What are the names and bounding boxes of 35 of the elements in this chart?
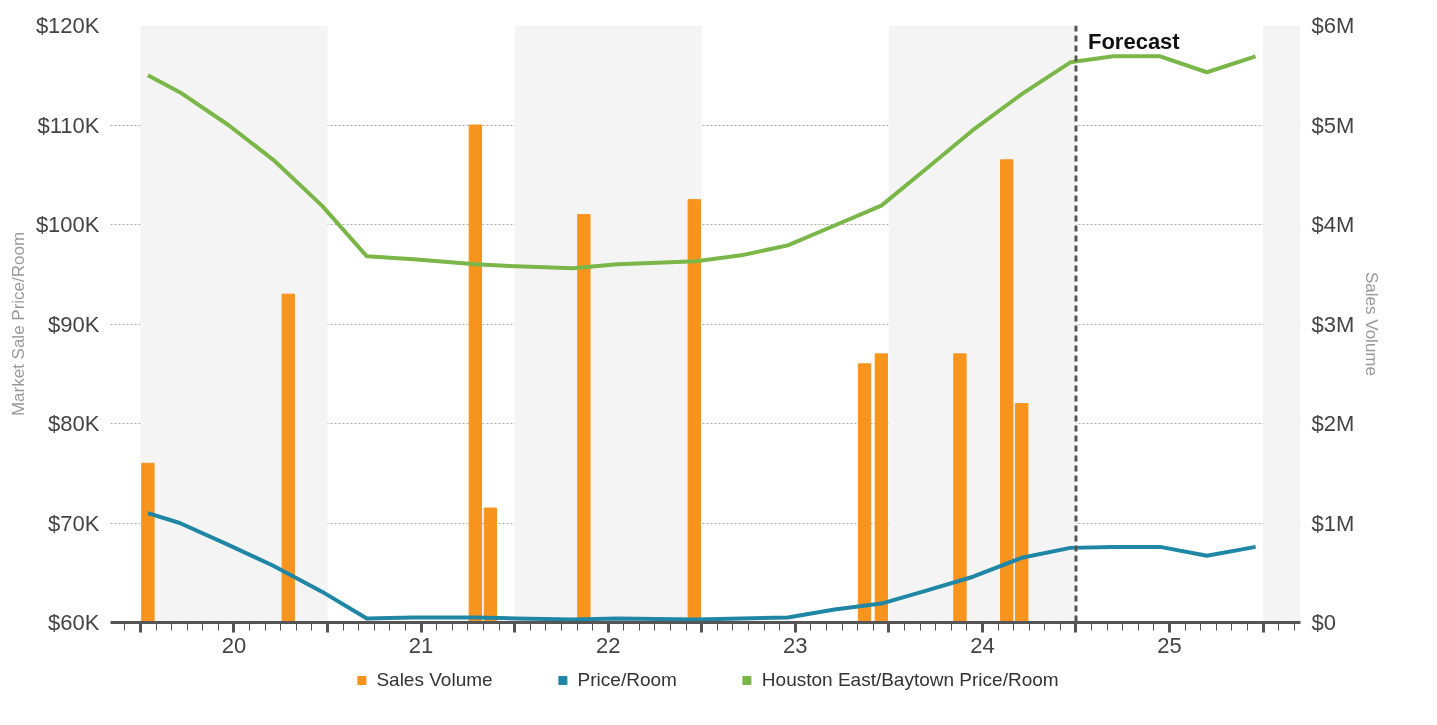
y2-tick-label: $4M bbox=[1311, 212, 1355, 237]
y-tick-label: $110K bbox=[37, 112, 100, 138]
line-series bbox=[145, 54, 1258, 271]
x-tick-label: 22 bbox=[595, 632, 621, 658]
y2-tick-label: $1M bbox=[1311, 510, 1355, 536]
y-axis-title: Market Sale Price/Room bbox=[8, 231, 28, 417]
x-tick-label: 21 bbox=[408, 632, 434, 658]
y-tick-label: $70K bbox=[48, 510, 100, 536]
bar bbox=[141, 462, 155, 623]
y-tick-label: $120K bbox=[35, 13, 100, 38]
y-tick-label: $90K bbox=[48, 311, 100, 337]
bar bbox=[874, 353, 889, 623]
y2-tick-label: $0 bbox=[1311, 610, 1336, 635]
bar bbox=[953, 353, 967, 623]
y2-tick-label: $2M bbox=[1311, 411, 1355, 436]
x-tick-label: 23 bbox=[783, 632, 808, 658]
y2-tick-label: $5M bbox=[1311, 112, 1355, 138]
y-tick-label: $60K bbox=[48, 610, 100, 635]
bar bbox=[857, 363, 872, 623]
line-series bbox=[145, 511, 1258, 622]
y-tick-label: $80K bbox=[48, 411, 100, 436]
legend-label: Houston East/Baytown Price/Room bbox=[761, 669, 1059, 691]
x-tick-label: 25 bbox=[1157, 632, 1182, 658]
bar bbox=[281, 293, 295, 623]
x-tick-label: 24 bbox=[970, 632, 995, 658]
legend-label: Sales Volume bbox=[376, 669, 493, 691]
bar bbox=[483, 507, 497, 623]
x-tick-label: 20 bbox=[221, 632, 247, 658]
y2-tick-label: $3M bbox=[1311, 311, 1355, 337]
ref-line-label: Forecast bbox=[1087, 28, 1181, 54]
y-tick-label: $100K bbox=[35, 212, 100, 237]
y2-axis-title: Sales Volume bbox=[1362, 272, 1382, 376]
bar bbox=[468, 124, 483, 623]
legend-label: Price/Room bbox=[577, 669, 677, 691]
y2-tick-label: $6M bbox=[1311, 13, 1355, 38]
